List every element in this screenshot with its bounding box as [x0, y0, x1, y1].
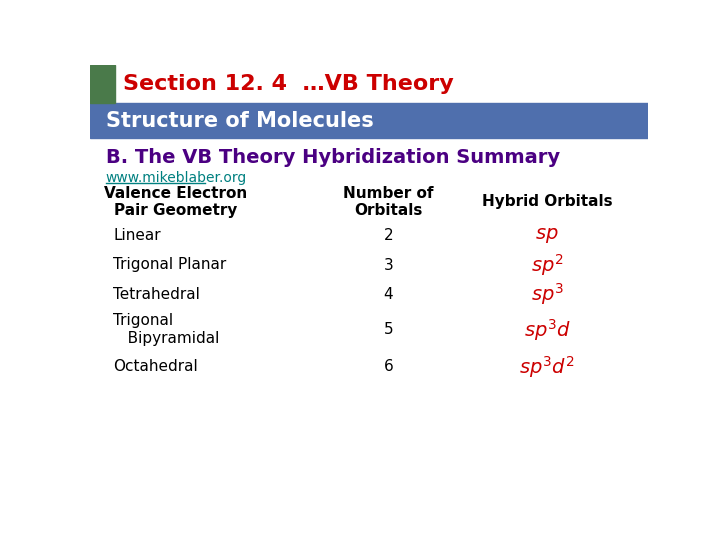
Text: 6: 6 [384, 359, 393, 374]
Text: B. The VB Theory Hybridization Summary: B. The VB Theory Hybridization Summary [106, 148, 559, 167]
Text: 5: 5 [384, 322, 393, 337]
Text: 4: 4 [384, 287, 393, 302]
Text: 2: 2 [384, 228, 393, 243]
Text: $\mathit{sp}^3\mathit{d}$: $\mathit{sp}^3\mathit{d}$ [523, 317, 571, 342]
Text: $\mathit{sp}^3\mathit{d}^2$: $\mathit{sp}^3\mathit{d}^2$ [519, 354, 575, 380]
Text: Octahedral: Octahedral [113, 359, 198, 374]
Bar [90, 65, 114, 103]
Bar [90, 65, 648, 103]
Text: Trigonal Planar: Trigonal Planar [113, 258, 227, 273]
Text: www.mikeblaber.org: www.mikeblaber.org [106, 171, 247, 185]
Text: Linear: Linear [113, 228, 161, 243]
Text: $\mathit{sp}^3$: $\mathit{sp}^3$ [531, 281, 564, 307]
Text: $\mathit{sp}$: $\mathit{sp}$ [536, 226, 559, 245]
Bar [90, 103, 648, 138]
Text: 3: 3 [384, 258, 393, 273]
Text: Hybrid Orbitals: Hybrid Orbitals [482, 194, 613, 210]
Text: Trigonal
   Bipyramidal: Trigonal Bipyramidal [113, 314, 220, 346]
Text: $\mathit{sp}^2$: $\mathit{sp}^2$ [531, 252, 564, 278]
Text: Tetrahedral: Tetrahedral [113, 287, 200, 302]
Text: Number of
Orbitals: Number of Orbitals [343, 186, 433, 218]
Text: Valence Electron
Pair Geometry: Valence Electron Pair Geometry [104, 186, 247, 218]
Text: Structure of Molecules: Structure of Molecules [106, 111, 373, 131]
Text: Section 12. 4  …VB Theory: Section 12. 4 …VB Theory [122, 74, 454, 94]
